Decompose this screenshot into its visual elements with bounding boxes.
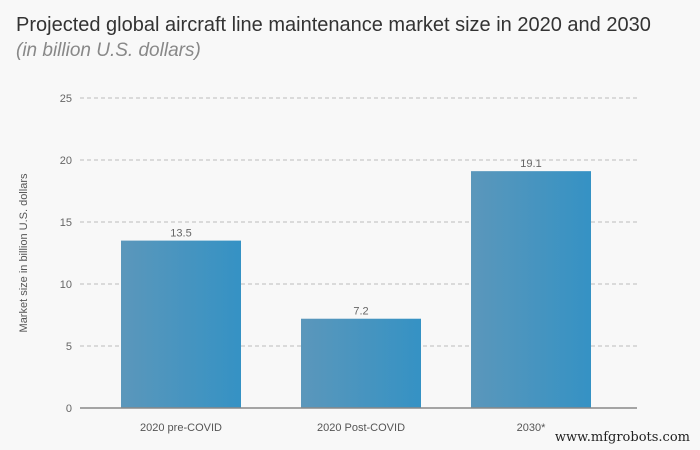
y-tick-label: 15	[60, 217, 72, 229]
y-tick-label: 5	[66, 341, 72, 353]
data-label: 19.1	[520, 158, 541, 170]
chart-title: Projected global aircraft line maintenan…	[16, 14, 651, 36]
x-tick-label: 2020 pre-COVID	[140, 422, 222, 434]
y-tick-label: 25	[60, 93, 72, 105]
bar	[471, 171, 591, 408]
bar	[301, 318, 421, 408]
chart-subtitle: (in billion U.S. dollars)	[16, 40, 201, 61]
x-tick-label: 2020 Post-COVID	[317, 422, 405, 434]
bar	[121, 240, 241, 408]
x-tick-label: 2030*	[517, 422, 546, 434]
y-axis-label: Market size in billion U.S. dollars	[18, 173, 30, 332]
data-label: 7.2	[353, 306, 368, 318]
y-tick-label: 10	[60, 279, 72, 291]
y-tick-label: 20	[60, 155, 72, 167]
data-label: 13.5	[170, 228, 191, 240]
y-tick-label: 0	[66, 403, 72, 415]
watermark: www.mfgrobots.com	[554, 430, 690, 445]
